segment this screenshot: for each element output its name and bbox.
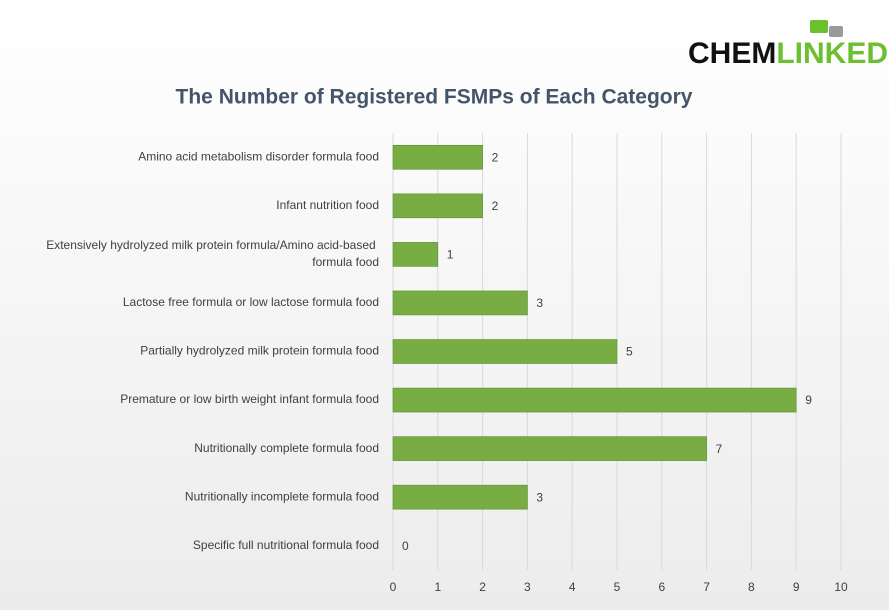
y-tick-label: Specific full nutritional formula food [193,538,379,552]
x-tick-label: 5 [614,580,621,594]
bar [392,436,707,461]
y-tick-label: Lactose free formula or low lactose form… [123,295,379,309]
chart-title: The Number of Registered FSMPs of Each C… [176,86,693,109]
x-tick-label: 8 [748,580,755,594]
logo-part: LINKED [776,37,888,70]
bar [392,387,797,413]
value-label: 3 [536,296,543,310]
bar [392,193,483,219]
bar [392,242,439,267]
x-tick-label: 9 [793,580,800,594]
value-label: 2 [492,150,499,164]
bar [392,290,528,316]
x-tick-label: 4 [569,580,576,594]
y-tick-label: Nutritionally complete formula food [194,441,379,455]
logo-bubble [810,20,828,33]
x-tick-label: 1 [434,580,441,594]
value-label: 7 [716,442,723,456]
bar [392,339,618,364]
logo: CHEMLINKED [688,20,888,70]
logo-part: CHEM [688,37,776,70]
x-tick-label: 0 [390,580,397,594]
y-tick-label: Premature or low birth weight infant for… [120,392,379,406]
value-label: 1 [447,248,454,262]
x-tick-label: 7 [703,580,710,594]
value-label: 2 [492,199,499,213]
label-line: Extensively hydrolyzed milk protein form… [46,238,379,252]
value-label: 3 [536,490,543,504]
value-label: 5 [626,345,633,359]
y-tick-label: Infant nutrition food [276,198,379,212]
x-tick-label: 3 [524,580,531,594]
value-label: 0 [402,539,409,553]
y-tick-label: Nutritionally incomplete formula food [185,489,379,503]
y-tick-label: Partially hydrolyzed milk protein formul… [140,344,379,358]
label-line: formula food [312,255,379,269]
value-label: 9 [805,393,812,407]
x-tick-label: 10 [834,580,848,594]
y-tick-label: Extensively hydrolyzed milk protein form… [46,238,379,269]
x-tick-label: 6 [658,580,665,594]
bar [392,144,483,170]
logo-bubble [829,26,843,37]
x-tick-label: 2 [479,580,486,594]
logo-text: CHEMLINKED [688,37,888,70]
y-tick-label: Amino acid metabolism disorder formula f… [138,149,379,163]
bar [392,484,528,510]
